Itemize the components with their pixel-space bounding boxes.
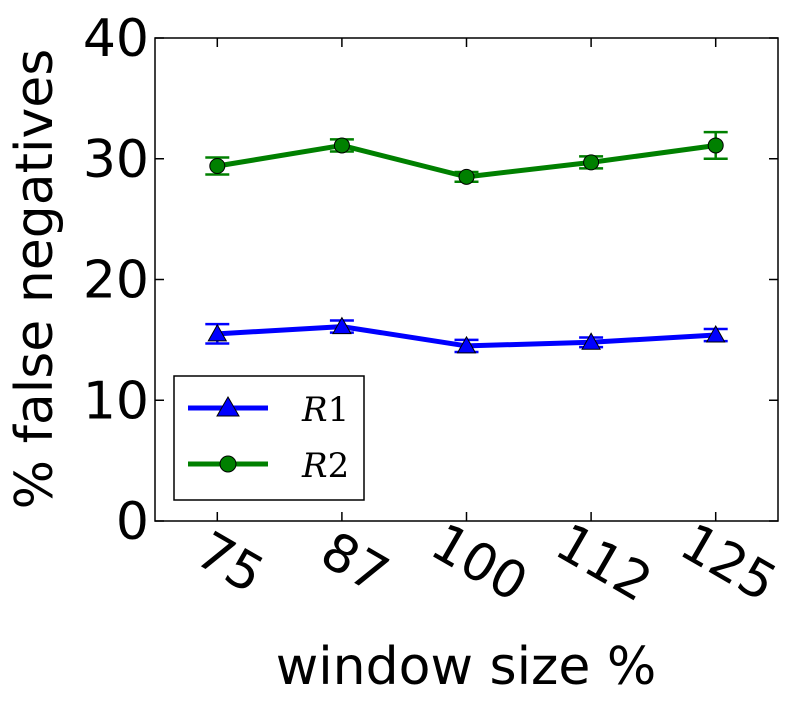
legend-label-r2: R2: [301, 446, 349, 486]
x-tick-label: 125: [670, 512, 786, 614]
series-r1-point: [207, 323, 228, 342]
legend-marker-r1: [216, 396, 240, 417]
legend-box: [173, 375, 365, 501]
y-axis: 0 10 20 30 40: [83, 9, 778, 552]
series-r1-point: [456, 335, 477, 354]
series-r2-point: [209, 157, 226, 174]
series-r1-point: [705, 325, 726, 343]
x-tick-label: 112: [546, 512, 662, 614]
series-r2-point: [458, 168, 475, 185]
legend: R1 R2: [173, 375, 365, 501]
legend-label-r1: R1: [301, 390, 349, 430]
y-tick-label: 0: [116, 492, 149, 552]
x-tick-label: 100: [421, 512, 537, 614]
series-r2-point: [333, 137, 350, 154]
x-axis-label: window size %: [276, 637, 657, 697]
x-axis: 75 87 100 112 125: [186, 38, 786, 614]
y-tick-label: 30: [83, 130, 149, 190]
legend-marker-r2: [219, 455, 237, 473]
series-r1-point: [581, 332, 601, 350]
y-axis-label: % false negatives: [5, 49, 65, 510]
series-r1-point: [332, 316, 352, 335]
series-r2-point: [707, 137, 724, 154]
series-layer: [205, 130, 728, 354]
x-tick-label: 87: [311, 521, 398, 606]
x-tick-label: 75: [186, 521, 273, 606]
y-tick-label: 40: [83, 9, 149, 69]
y-tick-label: 20: [83, 251, 149, 311]
y-tick-label: 10: [83, 371, 149, 431]
series-r2-point: [583, 154, 600, 171]
